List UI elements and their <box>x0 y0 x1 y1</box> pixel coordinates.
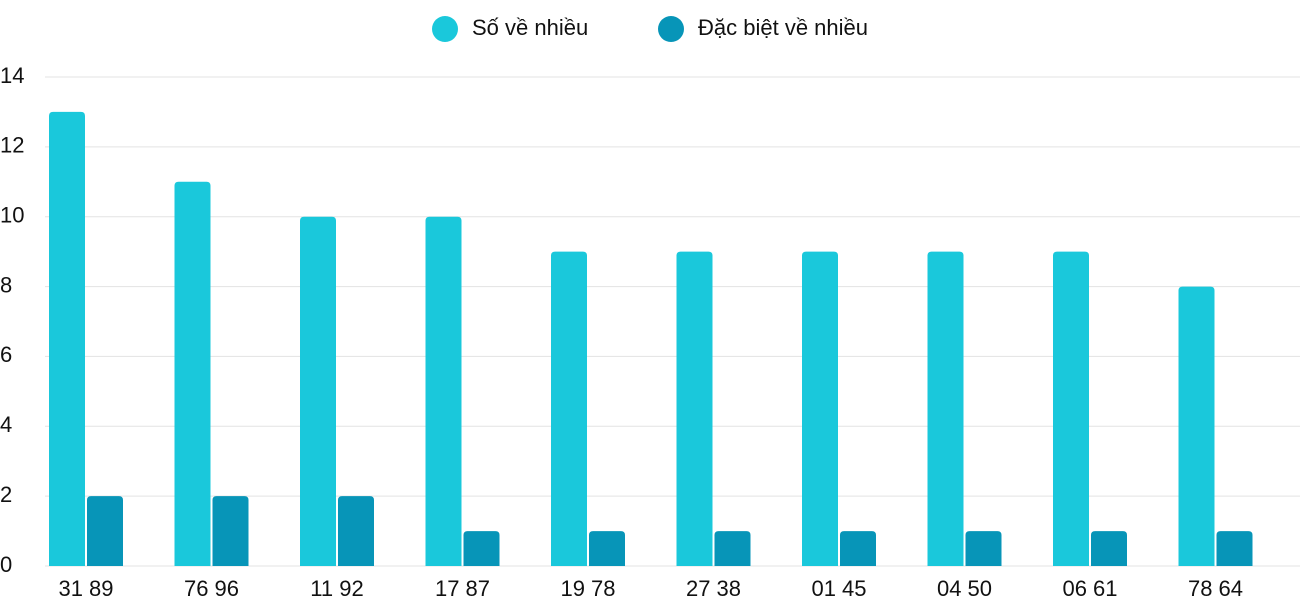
x-tick-label: 17 87 <box>435 576 490 600</box>
y-tick-label: 6 <box>0 342 12 367</box>
bar <box>551 251 587 566</box>
x-tick-label: 19 78 <box>560 576 615 600</box>
legend-label: Đặc biệt về nhiều <box>698 15 868 40</box>
x-tick-label: 76 96 <box>184 576 239 600</box>
bar <box>1053 251 1089 566</box>
bar <box>338 496 374 566</box>
bar <box>212 496 249 566</box>
x-tick-label: 27 38 <box>686 576 741 600</box>
y-tick-label: 12 <box>0 133 24 158</box>
y-tick-label: 10 <box>0 203 24 228</box>
x-tick-label: 78 64 <box>1188 576 1243 600</box>
bar <box>49 111 85 566</box>
bar <box>463 531 500 566</box>
bar <box>1216 531 1253 566</box>
x-tick-label: 31 89 <box>58 576 113 600</box>
bar <box>425 216 462 566</box>
y-tick-label: 2 <box>0 482 12 507</box>
x-tick-label: 04 50 <box>937 576 992 600</box>
legend-label: Số về nhiều <box>472 15 588 40</box>
bar <box>802 251 838 566</box>
legend-swatch <box>658 16 684 42</box>
bar <box>174 181 211 567</box>
y-tick-label: 8 <box>0 272 12 297</box>
bar <box>927 251 964 566</box>
bar <box>714 531 751 566</box>
bar <box>1091 531 1127 566</box>
bar <box>87 496 123 566</box>
legend-swatch <box>432 16 458 42</box>
bar <box>589 531 625 566</box>
bar <box>300 216 336 566</box>
bar <box>965 531 1002 566</box>
y-tick-label: 0 <box>0 552 12 577</box>
y-tick-label: 14 <box>0 63 24 88</box>
x-tick-label: 01 45 <box>811 576 866 600</box>
x-tick-label: 11 92 <box>310 576 363 600</box>
x-tick-label: 06 61 <box>1062 576 1117 600</box>
bar <box>840 531 876 566</box>
bar <box>676 251 713 566</box>
y-tick-label: 4 <box>0 412 12 437</box>
bar <box>1178 286 1215 566</box>
